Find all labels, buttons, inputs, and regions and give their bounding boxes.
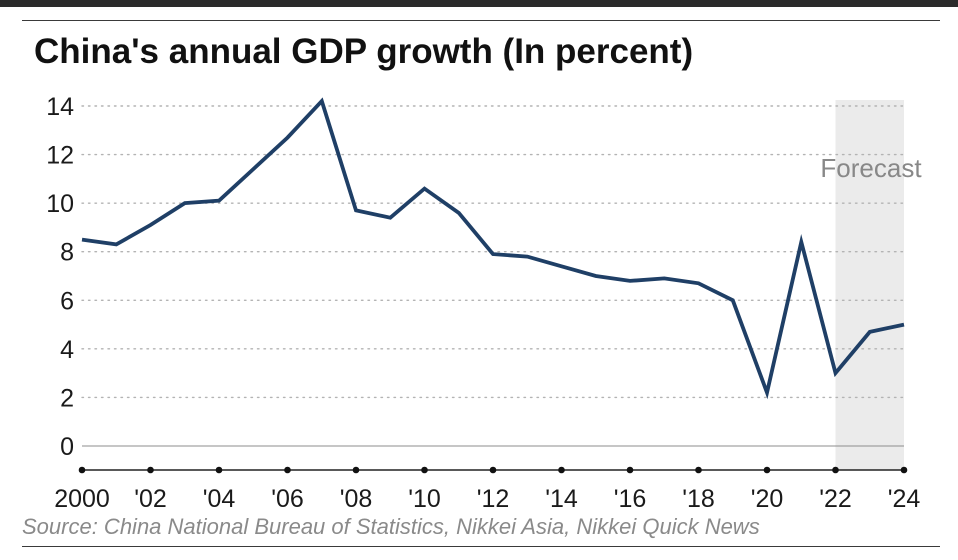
source-note: Source: China National Bureau of Statist…: [22, 514, 760, 539]
x-tick-label-2012: '12: [477, 485, 510, 513]
bottom-rule: [22, 546, 940, 547]
x-tick-2008: [352, 466, 360, 474]
x-tick-2024: [900, 466, 908, 474]
x-tick-2014: [558, 466, 565, 474]
x-tick-2002: [147, 466, 154, 474]
x-tick-label-2024: '24: [888, 485, 921, 513]
x-tick-label-2002: '02: [134, 485, 167, 513]
x-tick-label-2016: '16: [614, 485, 647, 513]
x-tick-label-2020: '20: [751, 485, 784, 513]
x-tick-label-2018: '18: [682, 485, 715, 513]
x-tick-2022: [832, 466, 839, 474]
y-tick-label-8: 8: [60, 239, 74, 267]
x-tick-label-2022: '22: [819, 485, 852, 513]
x-tick-label-2000: 2000: [54, 485, 110, 513]
x-tick-2018: [695, 466, 702, 474]
y-tick-label-10: 10: [46, 190, 74, 218]
x-tick-2000: [78, 466, 86, 474]
chart-title: China's annual GDP growth (In percent): [34, 32, 694, 71]
x-tick-label-2008: '08: [340, 485, 373, 513]
x-tick-label-2010: '10: [408, 485, 441, 513]
x-tick-2004: [215, 466, 223, 474]
forecast-label: Forecast: [820, 153, 922, 183]
title-rule: [22, 20, 940, 21]
y-tick-label-6: 6: [60, 287, 74, 315]
y-tick-label-0: 0: [60, 433, 74, 461]
x-tick-2012: [489, 466, 497, 474]
top-band: [0, 0, 958, 7]
y-tick-label-4: 4: [60, 336, 74, 364]
x-tick-label-2004: '04: [203, 485, 236, 513]
y-tick-label-12: 12: [46, 142, 74, 170]
x-tick-2016: [626, 466, 634, 474]
y-tick-label-14: 14: [46, 93, 74, 121]
y-tick-label-2: 2: [60, 384, 74, 412]
x-tick-2020: [763, 466, 771, 474]
x-tick-label-2006: '06: [271, 485, 304, 513]
x-tick-2010: [421, 466, 428, 474]
x-tick-label-2014: '14: [545, 485, 578, 513]
x-tick-2006: [284, 466, 291, 474]
forecast-region: [835, 100, 904, 470]
series-line-0: [81, 97, 905, 400]
